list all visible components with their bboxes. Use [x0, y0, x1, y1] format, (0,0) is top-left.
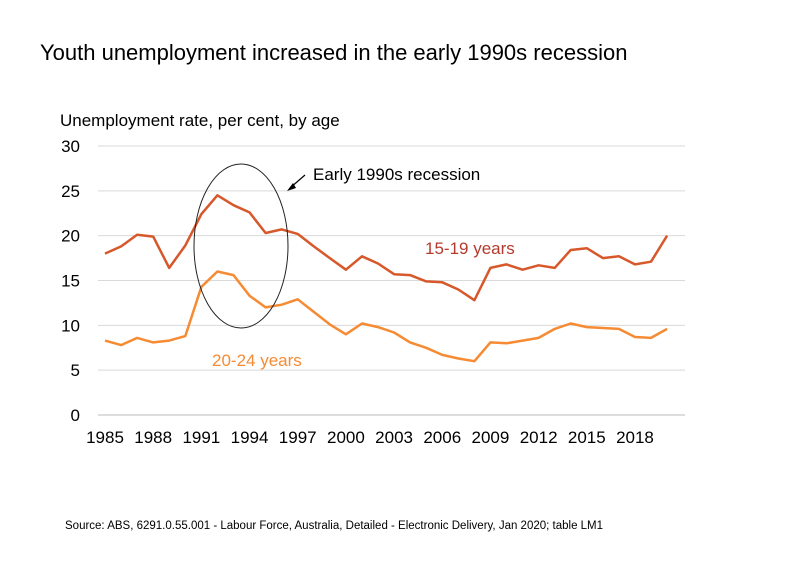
x-tick-label: 1985 — [86, 428, 124, 447]
y-tick-label: 30 — [61, 137, 80, 156]
x-tick-label: 2018 — [616, 428, 654, 447]
arrow-head-icon — [287, 183, 296, 191]
x-tick-label: 2003 — [375, 428, 413, 447]
y-tick-label: 25 — [61, 182, 80, 201]
y-axis-label: Unemployment rate, per cent, by age — [60, 111, 340, 130]
x-tick-label: 2000 — [327, 428, 365, 447]
y-tick-label: 5 — [71, 361, 80, 380]
y-tick-label: 20 — [61, 227, 80, 246]
recession-annotation: Early 1990s recession — [313, 165, 480, 184]
series-line-15-19-years — [104, 194, 669, 302]
x-tick-label: 2009 — [472, 428, 510, 447]
y-tick-label: 0 — [71, 406, 80, 425]
chart-title: Youth unemployment increased in the earl… — [40, 40, 627, 65]
x-tick-label: 1997 — [279, 428, 317, 447]
series-line-20-24-years — [104, 270, 668, 363]
series-label-15-19: 15-19 years — [425, 239, 515, 258]
source-note: Source: ABS, 6291.0.55.001 - Labour Forc… — [65, 520, 603, 532]
y-tick-label: 15 — [61, 272, 80, 291]
x-tick-label: 2012 — [520, 428, 558, 447]
x-tick-label: 1994 — [231, 428, 269, 447]
recession-ellipse — [193, 163, 289, 329]
y-tick-label: 10 — [61, 316, 80, 335]
x-tick-label: 1988 — [134, 428, 172, 447]
x-tick-label: 2006 — [423, 428, 461, 447]
series-label-20-24: 20-24 years — [212, 351, 302, 370]
x-tick-label: 2015 — [568, 428, 606, 447]
x-tick-label: 1991 — [182, 428, 220, 447]
